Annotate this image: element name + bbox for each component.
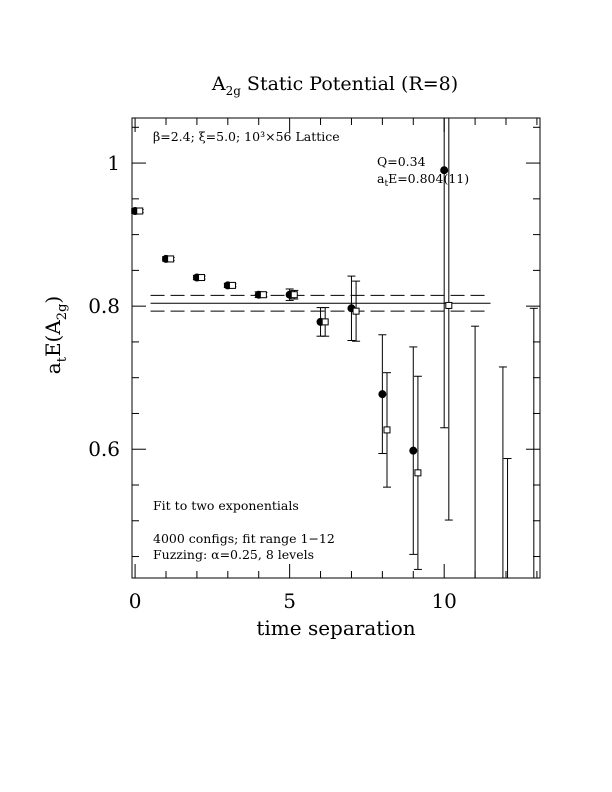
data-point-circle (440, 166, 449, 175)
configs-note: 4000 configs; fit range 1−12 (153, 531, 335, 546)
fit-q-label: Q=0.34 (377, 154, 426, 169)
y-tick-label: 0.6 (88, 437, 120, 461)
y-axis-label-sub2: 2g (55, 304, 70, 321)
y-tick-label: 0.8 (88, 294, 120, 318)
fit-energy-label: atE=0.804(11) (377, 171, 469, 189)
y-axis-label-sub1: t (55, 356, 70, 362)
data-point-square (290, 291, 298, 299)
data-point-circle (378, 390, 387, 399)
fit-energy-main: a (377, 171, 385, 186)
lattice-params-label: β=2.4; ξ=5.0; 10³×56 Lattice (153, 129, 340, 144)
data-point-square (383, 426, 391, 434)
data-point-square (414, 469, 422, 477)
plot-frame (131, 117, 541, 579)
x-tick-label: 5 (283, 589, 296, 613)
data-point-square (352, 307, 360, 315)
fit-energy-rest: E=0.804(11) (388, 171, 469, 186)
x-tick-label: 10 (431, 589, 456, 613)
data-point-square (136, 207, 144, 215)
x-tick-label: 0 (129, 589, 142, 613)
fit-method-note: Fit to two exponentials (153, 498, 299, 513)
x-axis-label: time separation (256, 616, 415, 640)
fit-energy-subscript: t (384, 179, 388, 189)
y-tick-label: 1 (107, 151, 120, 175)
data-point-square (259, 291, 267, 299)
data-point-square (228, 281, 236, 289)
y-axis-label-main: a (41, 362, 65, 374)
data-point-square (445, 301, 453, 309)
chart-title-rest: Static Potential (R=8) (241, 73, 458, 95)
y-axis-label-end: ) (41, 296, 65, 304)
axis-tick-labels: 0 5 10 0.6 0.8 1 (88, 151, 457, 613)
chart-title: A2g Static Potential (R=8) (211, 73, 458, 98)
fuzzing-note: Fuzzing: α=0.25, 8 levels (153, 547, 314, 562)
data-markers (131, 166, 453, 477)
data-point-square (198, 274, 206, 282)
data-point-square (321, 318, 329, 326)
y-axis-label: atE(A2g) (41, 296, 70, 374)
chart-title-main: A (211, 73, 226, 95)
chart-title-subscript: 2g (226, 84, 242, 98)
data-point-circle (409, 446, 418, 455)
data-point-square (167, 255, 175, 263)
y-axis-label-mid: E(A (41, 320, 65, 357)
